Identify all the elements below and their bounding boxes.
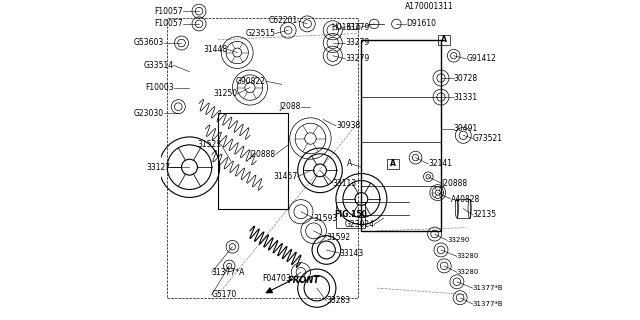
- Text: 30938: 30938: [336, 121, 360, 130]
- Text: F04703: F04703: [262, 274, 291, 283]
- Text: F10003: F10003: [145, 83, 173, 92]
- Text: D91610: D91610: [406, 20, 436, 28]
- Text: G23030: G23030: [134, 108, 164, 117]
- Text: G90822: G90822: [236, 77, 266, 86]
- Text: 31448: 31448: [204, 45, 228, 54]
- Text: G5170: G5170: [212, 290, 237, 299]
- Bar: [336, 202, 365, 228]
- Text: G23024: G23024: [344, 220, 374, 229]
- Text: 33280: 33280: [457, 253, 479, 259]
- Text: 33280: 33280: [457, 269, 479, 275]
- Bar: [218, 113, 288, 209]
- Text: 31457: 31457: [273, 172, 298, 181]
- Text: J2088: J2088: [280, 102, 301, 111]
- Bar: [167, 18, 358, 298]
- Text: 31331: 31331: [454, 92, 478, 102]
- Text: A40828: A40828: [451, 195, 480, 204]
- Text: 31377*B: 31377*B: [473, 301, 504, 307]
- Text: 33290: 33290: [447, 237, 470, 244]
- Text: 31250: 31250: [213, 90, 237, 99]
- Bar: [362, 40, 441, 231]
- Text: G33514: G33514: [143, 61, 173, 70]
- Text: 31593: 31593: [314, 214, 338, 223]
- Text: F10057: F10057: [154, 20, 183, 28]
- Text: J20888: J20888: [250, 150, 275, 159]
- Bar: [457, 199, 470, 218]
- Text: G23515: G23515: [245, 29, 275, 38]
- Text: 30491: 30491: [454, 124, 478, 133]
- Text: G53603: G53603: [134, 38, 164, 47]
- Text: 33279: 33279: [346, 38, 370, 47]
- Text: A: A: [441, 35, 447, 44]
- Text: 31523: 31523: [197, 140, 221, 149]
- Text: 33279: 33279: [346, 54, 370, 63]
- Text: 32141: 32141: [428, 159, 452, 169]
- Text: J20888: J20888: [441, 179, 467, 188]
- Text: G91412: G91412: [467, 54, 497, 63]
- Text: A: A: [347, 159, 352, 169]
- Text: A: A: [390, 159, 396, 169]
- Text: 31377*B: 31377*B: [473, 285, 504, 291]
- Text: 32135: 32135: [473, 211, 497, 220]
- Text: FRONT: FRONT: [288, 276, 320, 285]
- Text: F10057: F10057: [154, 7, 183, 16]
- Text: 33283: 33283: [326, 296, 351, 305]
- Text: 33279: 33279: [346, 23, 370, 32]
- Text: A170001311: A170001311: [405, 2, 454, 11]
- Text: G73521: G73521: [473, 134, 503, 143]
- Text: 31377*A: 31377*A: [212, 268, 245, 277]
- Text: 33127: 33127: [146, 163, 170, 172]
- Text: 30728: 30728: [454, 74, 478, 83]
- Text: C62201: C62201: [268, 16, 298, 25]
- Text: FIG.150: FIG.150: [334, 211, 367, 220]
- Text: 33143: 33143: [339, 249, 364, 258]
- Text: 33113: 33113: [333, 179, 357, 188]
- Text: H01616: H01616: [332, 23, 362, 32]
- Text: 31592: 31592: [326, 233, 351, 242]
